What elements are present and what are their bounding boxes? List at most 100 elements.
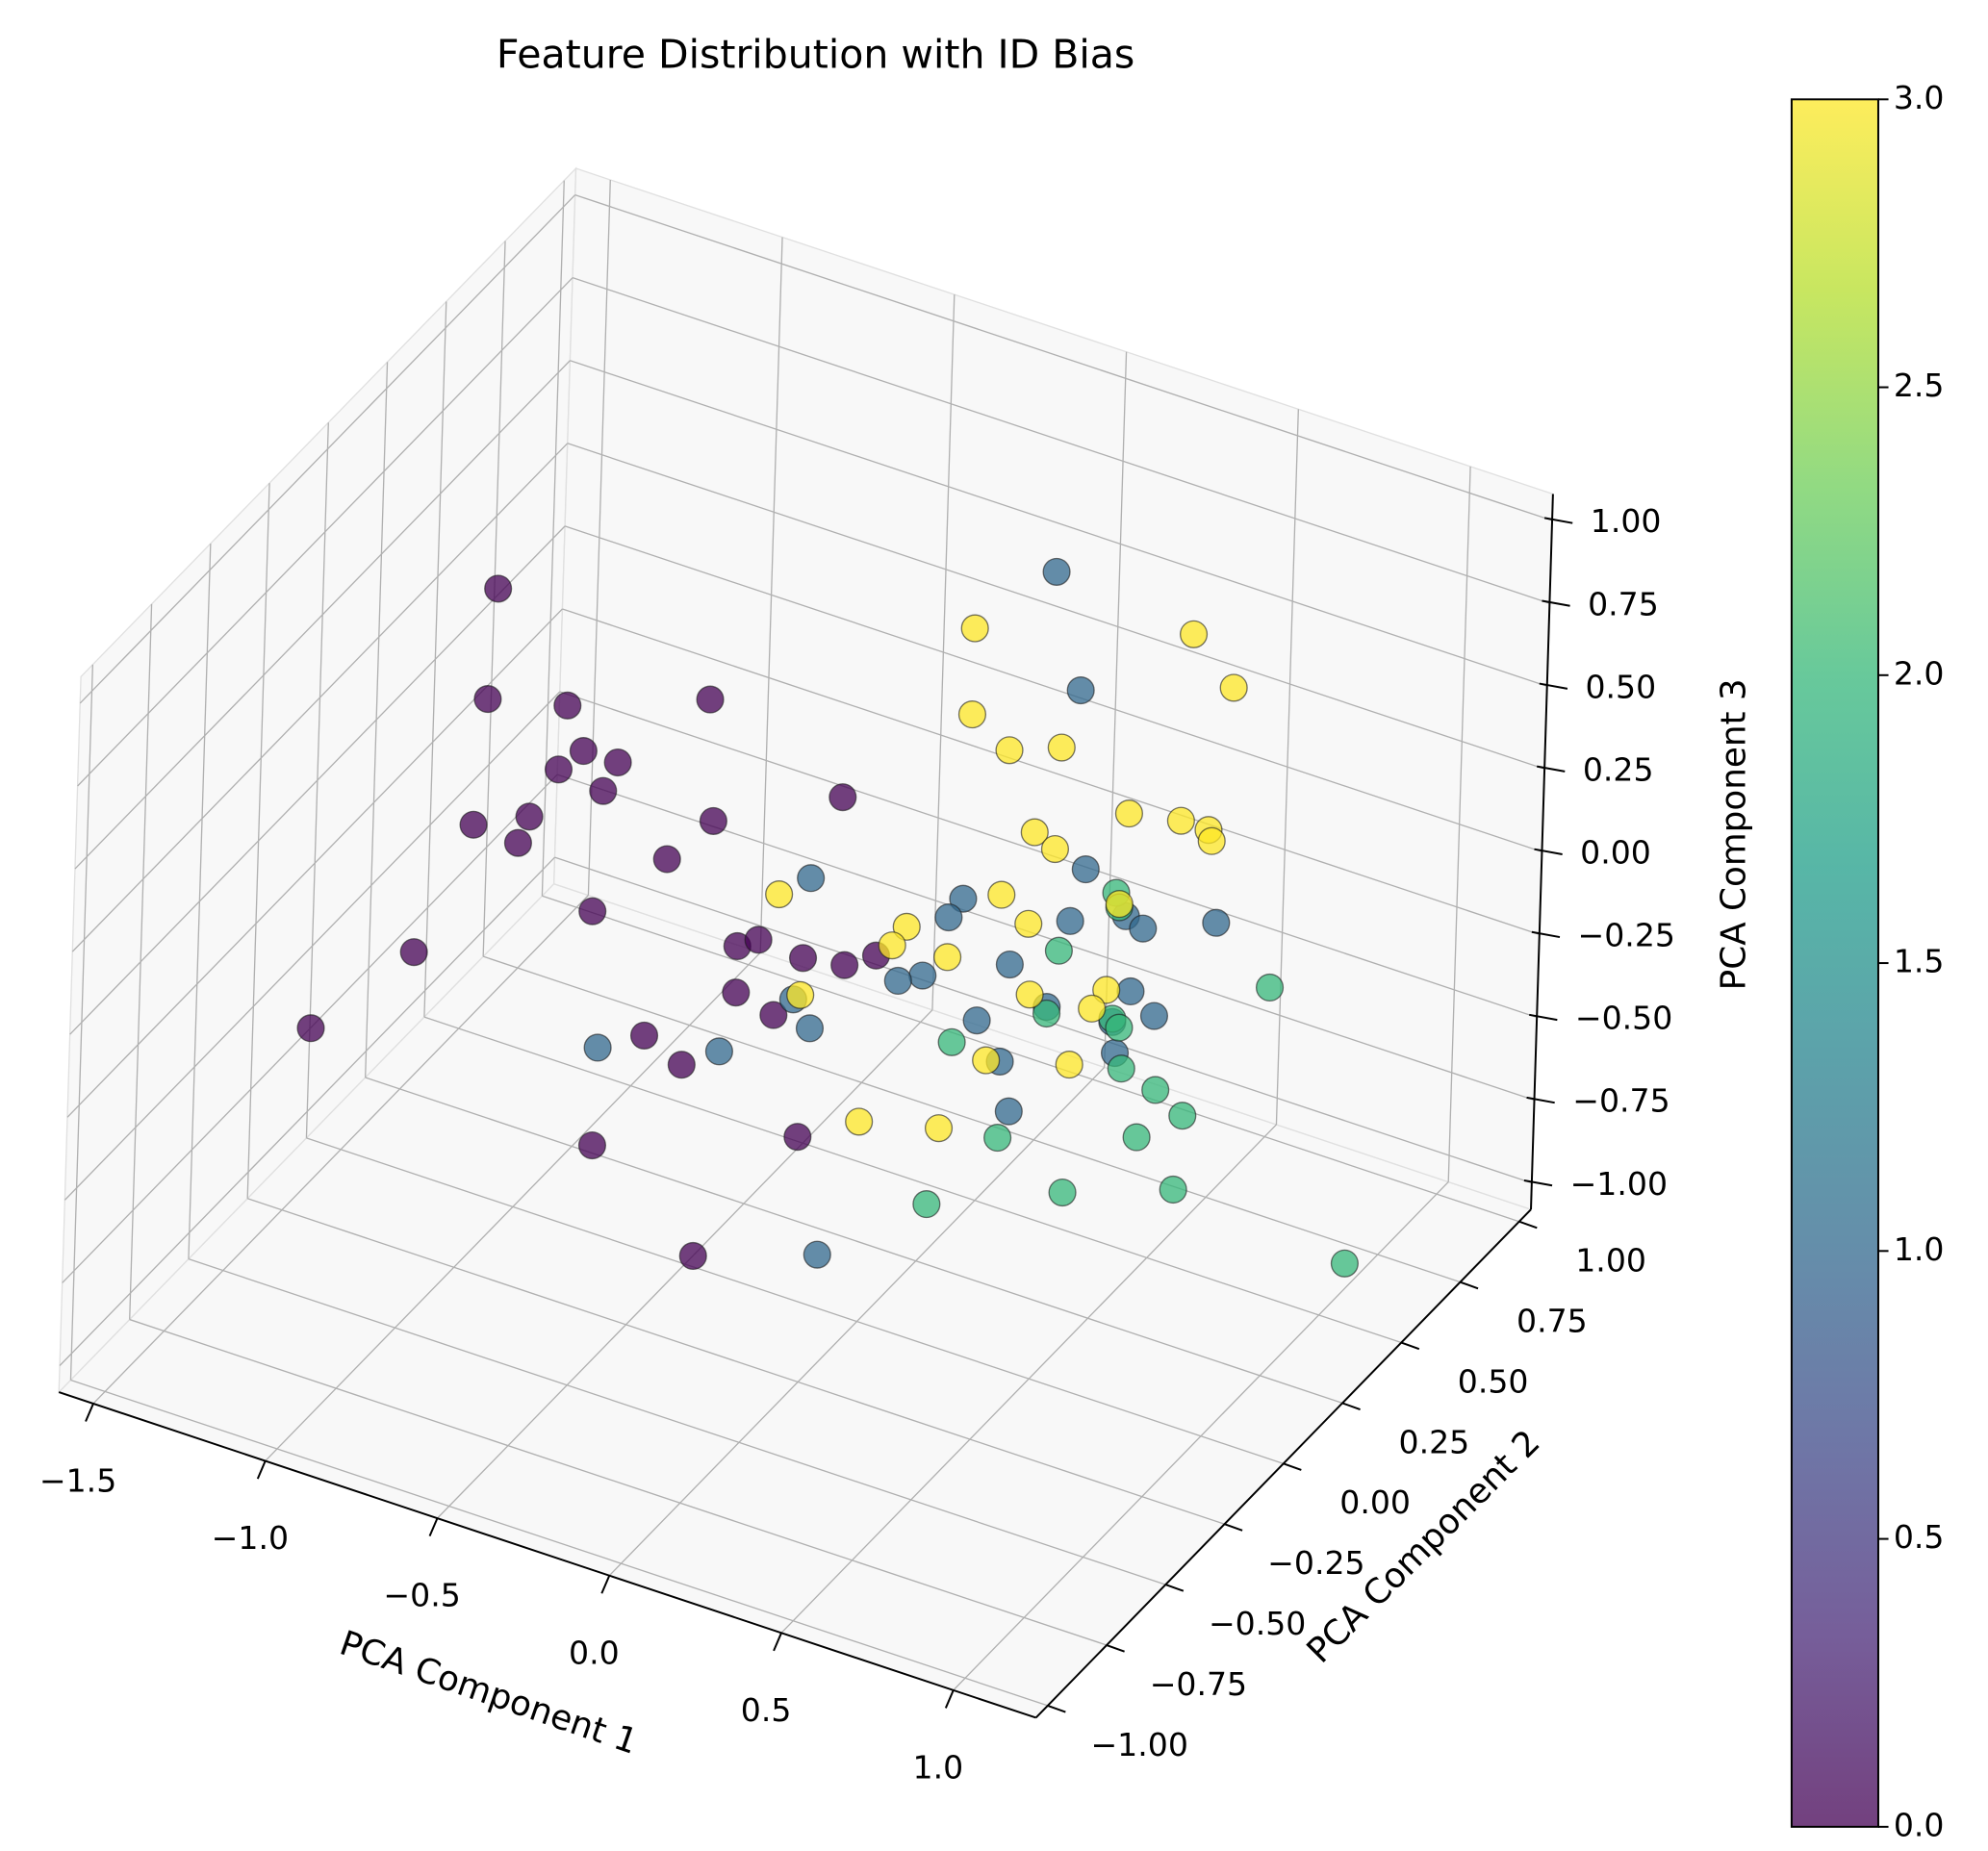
point xyxy=(1066,675,1095,705)
point xyxy=(515,802,544,831)
grid-line xyxy=(129,1318,1108,1646)
grid-line xyxy=(69,525,566,1035)
colorbar-tick-label: 0.5 xyxy=(1894,1518,1945,1556)
x-tick-label: −1.0 xyxy=(212,1519,289,1557)
y-tick-mark xyxy=(1283,1462,1302,1471)
point xyxy=(972,1046,1001,1075)
point xyxy=(1042,557,1071,586)
x-tick-label: 0.0 xyxy=(569,1634,620,1671)
point xyxy=(892,912,921,941)
point xyxy=(1032,999,1061,1028)
colorbar-tick-label: 1.5 xyxy=(1894,943,1945,980)
point xyxy=(1048,1178,1077,1207)
grid-line xyxy=(79,194,576,704)
point xyxy=(960,614,989,643)
z-axis xyxy=(1530,494,1554,1210)
y-tick-mark xyxy=(1341,1402,1361,1410)
point xyxy=(1105,890,1134,919)
z-tick-mark xyxy=(1529,1013,1558,1022)
grid-line xyxy=(77,277,573,787)
point xyxy=(744,926,773,954)
colorbar-tick-label: 2.5 xyxy=(1894,367,1945,404)
x-axis xyxy=(58,1391,1036,1719)
point xyxy=(1139,1002,1169,1030)
grid-line xyxy=(574,193,1553,521)
point xyxy=(1168,1102,1197,1130)
grid-line xyxy=(365,1077,1343,1405)
z-tick-label: −1.00 xyxy=(1570,1165,1668,1203)
z-tick-label: 1.00 xyxy=(1591,502,1662,540)
point xyxy=(883,966,912,996)
point xyxy=(934,902,963,932)
x-tick-mark xyxy=(85,1403,94,1422)
point xyxy=(994,1097,1023,1126)
y-tick-label: −0.75 xyxy=(1150,1665,1247,1703)
z-tick-mark xyxy=(1531,930,1561,939)
point xyxy=(699,806,727,835)
y-tick-mark xyxy=(1518,1220,1538,1230)
z-tick-mark xyxy=(1542,599,1570,607)
point xyxy=(788,944,818,973)
point xyxy=(678,1241,707,1271)
point xyxy=(544,755,573,784)
grid-line xyxy=(567,443,1545,770)
point xyxy=(1116,976,1145,1006)
point xyxy=(1255,973,1285,1002)
x-tick-mark xyxy=(256,1460,267,1480)
point xyxy=(803,1240,831,1269)
point xyxy=(1179,620,1209,648)
point xyxy=(1056,906,1084,935)
y-tick-label: 0.00 xyxy=(1339,1483,1411,1521)
point xyxy=(1020,818,1049,847)
point xyxy=(1071,855,1100,884)
grid-line xyxy=(74,360,571,870)
point xyxy=(704,1037,733,1066)
grid-line xyxy=(246,1198,1225,1525)
z-tick-mark xyxy=(1523,1179,1553,1187)
point xyxy=(1202,908,1231,937)
x-tick-mark xyxy=(428,1517,439,1537)
z-tick-mark xyxy=(1536,765,1566,773)
y-tick-mark xyxy=(1047,1704,1066,1713)
z-tick-label: 0.25 xyxy=(1583,750,1654,788)
point xyxy=(786,980,815,1009)
point xyxy=(1141,1076,1170,1104)
point xyxy=(577,1130,607,1160)
z-tick-mark xyxy=(1526,1096,1555,1104)
x-tick-mark xyxy=(773,1632,782,1652)
colorbar-tick-label: 3.0 xyxy=(1894,79,1945,116)
point xyxy=(878,931,906,960)
grid-line xyxy=(423,1016,1402,1344)
point xyxy=(484,574,513,603)
colorbar xyxy=(1791,99,1878,1827)
point xyxy=(1014,909,1043,938)
point xyxy=(503,828,532,857)
x-tick-label: −1.5 xyxy=(39,1462,116,1500)
x-tick-label: 0.5 xyxy=(741,1691,792,1729)
grid-line xyxy=(70,1379,1049,1707)
point xyxy=(603,748,632,777)
point xyxy=(1219,673,1248,702)
y-tick-mark xyxy=(1460,1280,1479,1290)
point xyxy=(830,951,859,979)
z-tick-mark xyxy=(1543,517,1573,524)
point xyxy=(759,1001,788,1029)
point xyxy=(459,810,488,839)
grid-line xyxy=(306,1137,1285,1464)
point xyxy=(933,943,962,972)
point xyxy=(652,845,681,874)
point xyxy=(1107,1054,1135,1083)
y-tick-label: −0.25 xyxy=(1267,1544,1364,1582)
x-tick-label: −0.5 xyxy=(383,1577,460,1614)
point xyxy=(1092,976,1121,1004)
grid-line xyxy=(542,895,1519,1223)
point xyxy=(995,950,1024,979)
colorbar-tick-label: 0.0 xyxy=(1894,1806,1945,1843)
point xyxy=(795,1014,825,1043)
z-tick-label: 0.75 xyxy=(1588,585,1659,622)
z-tick-mark xyxy=(1539,682,1568,690)
point xyxy=(783,1123,812,1152)
colorbar-tick-label: 2.0 xyxy=(1894,654,1945,692)
point xyxy=(1040,834,1069,864)
